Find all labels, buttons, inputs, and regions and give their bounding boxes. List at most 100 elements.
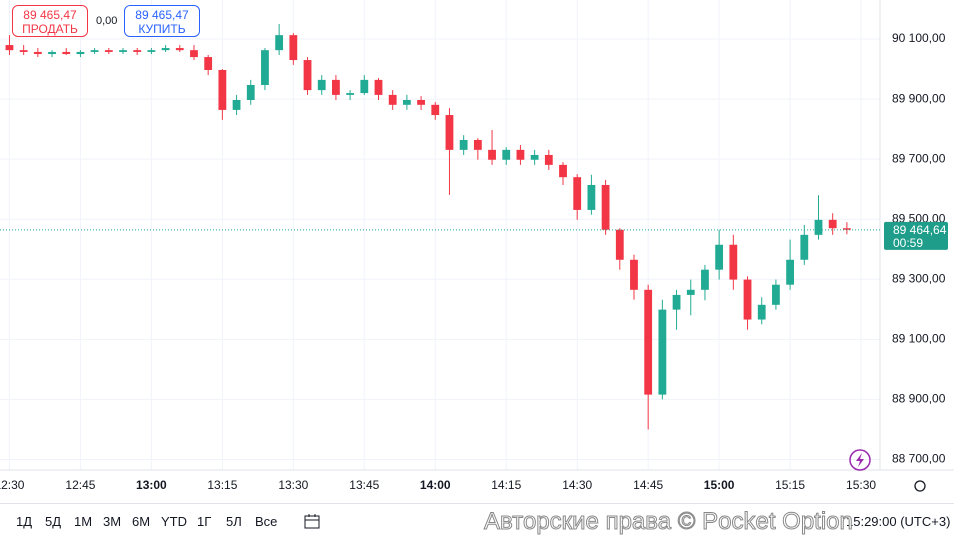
- y-tick-label: 88 900,00: [892, 392, 946, 406]
- x-tick-label: 15:15: [775, 478, 805, 492]
- candle-body: [530, 154, 539, 160]
- candle-body: [672, 294, 681, 310]
- range-button[interactable]: YTD: [161, 514, 187, 529]
- candle-body: [232, 100, 241, 110]
- candle-body: [772, 284, 780, 305]
- candle-body: [147, 50, 156, 52]
- x-tick-label: 14:30: [562, 478, 592, 492]
- range-button[interactable]: 1М: [74, 514, 93, 529]
- candle-body: [544, 154, 553, 165]
- candle-body: [289, 35, 298, 61]
- candle-body: [473, 139, 482, 150]
- y-tick-label: 89 100,00: [892, 332, 946, 346]
- candle-body: [62, 51, 71, 55]
- sell-label: ПРОДАТЬ: [22, 22, 78, 36]
- candle-body: [33, 51, 42, 55]
- x-tick-label: 13:45: [349, 478, 379, 492]
- candle-body: [715, 244, 724, 270]
- candle-body: [388, 94, 397, 105]
- y-tick-label: 90 100,00: [892, 31, 946, 45]
- candle-body: [5, 45, 14, 51]
- candle-body: [615, 229, 624, 260]
- candle-body: [445, 115, 454, 150]
- candle-body: [431, 104, 440, 116]
- x-tick-label: 12:45: [65, 478, 95, 492]
- candle-body: [587, 184, 596, 210]
- spread: 0,00: [96, 15, 118, 27]
- candle-body: [76, 51, 85, 55]
- x-tick-label: 13:00: [136, 478, 167, 492]
- candle-body: [133, 50, 142, 52]
- candle-body: [516, 149, 525, 160]
- candle-body: [19, 50, 28, 52]
- candle-body: [559, 164, 567, 178]
- candle-body: [346, 93, 355, 95]
- candle-body: [630, 259, 638, 290]
- range-button[interactable]: 3М: [103, 514, 122, 529]
- sell-price: 89 465,47: [23, 8, 77, 22]
- candle-body: [786, 259, 795, 285]
- y-tick-label: 88 700,00: [892, 452, 946, 466]
- candle-body: [729, 244, 738, 280]
- candle-body: [104, 50, 113, 52]
- last-price-label: 89 464,64: [893, 223, 947, 237]
- x-tick-label: 12:30: [0, 478, 25, 492]
- candle-body: [658, 309, 667, 395]
- y-tick-label: 89 900,00: [892, 91, 946, 105]
- candle-body: [119, 50, 127, 52]
- candle-body: [317, 79, 326, 91]
- candle-body: [743, 279, 752, 320]
- x-tick-label: 14:15: [491, 478, 521, 492]
- candle-body: [842, 228, 851, 230]
- candle-body: [48, 51, 56, 55]
- range-button[interactable]: 5Л: [226, 514, 242, 529]
- y-tick-label: 89 700,00: [892, 151, 946, 165]
- candle-body: [374, 79, 383, 95]
- range-button[interactable]: 1Д: [16, 514, 33, 529]
- buy-button[interactable]: 89 465,47 КУПИТЬ: [124, 5, 200, 37]
- settings-button[interactable]: [914, 480, 926, 492]
- candle-body: [332, 79, 340, 95]
- candle-body: [218, 69, 227, 110]
- candle-body: [686, 289, 695, 295]
- candle-body: [90, 50, 99, 52]
- range-button[interactable]: 1Г: [197, 514, 212, 529]
- date-range-icon[interactable]: [302, 511, 322, 531]
- range-button[interactable]: 5Д: [45, 514, 62, 529]
- sell-button[interactable]: 89 465,47 ПРОДАТЬ: [12, 5, 88, 37]
- y-tick-label: 89 300,00: [892, 271, 946, 285]
- range-button[interactable]: Все: [255, 514, 278, 529]
- x-tick-label: 15:30: [846, 478, 876, 492]
- candle-body: [601, 184, 610, 230]
- x-tick-label: 14:45: [633, 478, 663, 492]
- candle-body: [757, 304, 766, 320]
- buy-label: КУПИТЬ: [138, 22, 186, 36]
- watermark: Авторские права © Pocket Option: [484, 508, 854, 536]
- candle-body: [275, 35, 284, 51]
- range-button[interactable]: 6М: [132, 514, 151, 529]
- candle-body: [204, 57, 213, 70]
- candle-body: [814, 219, 823, 235]
- candle-body: [502, 149, 511, 160]
- candle-body: [261, 50, 269, 85]
- candle-body: [417, 100, 425, 105]
- candle-body: [459, 139, 468, 150]
- countdown: 00:59: [893, 236, 923, 250]
- toolbar: 15:29:00 (UTC+3) 1Д 5Д 1М 3М 6М YTD 1Г 5Л Все: [0, 503, 954, 540]
- candle-body: [573, 177, 582, 210]
- buy-price: 89 465,47: [135, 8, 189, 22]
- x-tick-label: 13:30: [278, 478, 308, 492]
- candle-body: [800, 234, 809, 260]
- lightning-button[interactable]: [849, 449, 871, 471]
- last-price-tag: [884, 221, 948, 250]
- x-tick-label: 14:00: [420, 478, 451, 492]
- candle-body: [360, 79, 369, 94]
- lightning-icon: [856, 453, 864, 467]
- candle-body: [701, 269, 709, 290]
- candle-body: [246, 84, 255, 101]
- candle-body: [303, 60, 312, 91]
- candle-body: [175, 48, 184, 51]
- candle-body: [488, 149, 496, 160]
